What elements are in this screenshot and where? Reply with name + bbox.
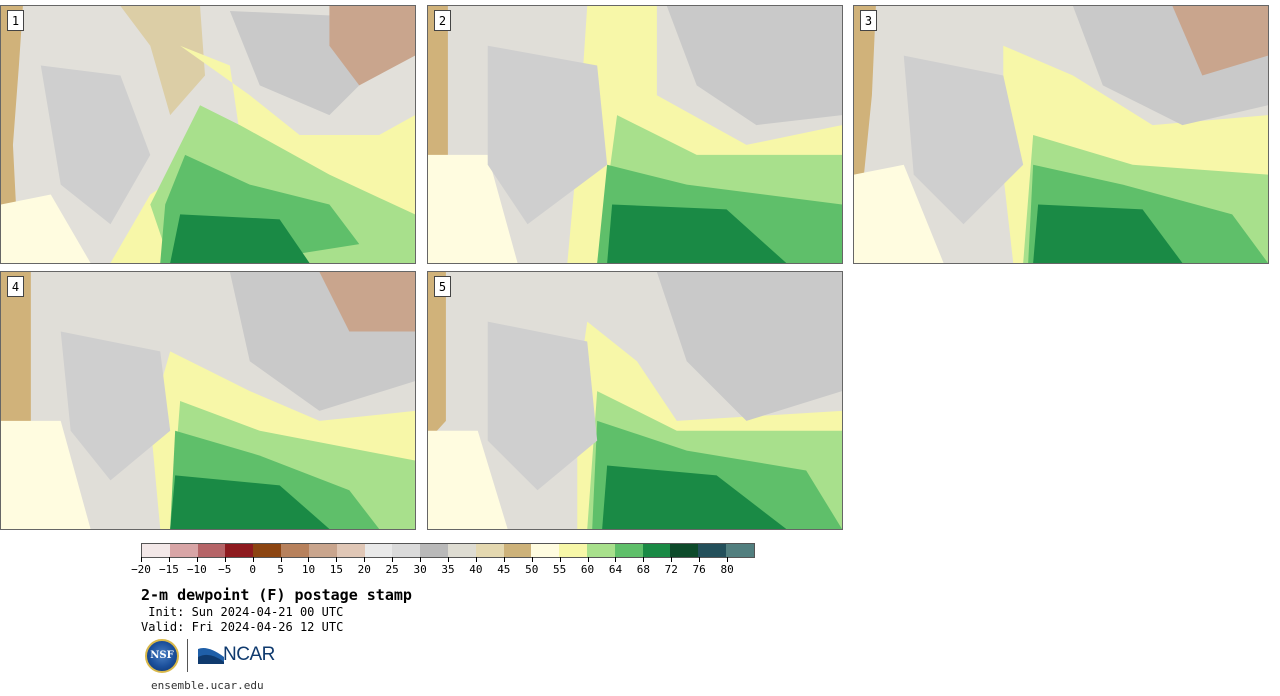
colorbar-segment <box>281 544 309 557</box>
colorbar-tick <box>475 557 477 562</box>
colorbar-tick-label: 25 <box>385 563 399 576</box>
colorbar-tick <box>587 557 589 562</box>
colorbar-tick <box>420 557 422 562</box>
colorbar-tick <box>503 557 505 562</box>
colorbar-segment <box>503 544 532 557</box>
valid-time: Valid: Fri 2024-04-26 12 UTC <box>141 620 344 634</box>
dewpoint-map <box>428 272 842 529</box>
logo-divider <box>187 639 188 672</box>
colorbar-tick-label: 0 <box>249 563 256 576</box>
colorbar-tick-label: 10 <box>301 563 316 576</box>
colorbar-segment <box>392 544 421 557</box>
stamp-number: 2 <box>434 10 451 31</box>
colorbar-segment <box>587 544 615 557</box>
colorbar-tick-label: −5 <box>218 563 232 576</box>
colorbar-tick-label: 35 <box>441 563 455 576</box>
stamp-number: 1 <box>7 10 24 31</box>
colorbar-tick-label: −10 <box>186 563 207 576</box>
colorbar-segment <box>169 544 198 557</box>
colorbar-tick <box>643 557 645 562</box>
stamp-number: 4 <box>7 276 24 297</box>
colorbar-segment <box>614 544 643 557</box>
colorbar-tick <box>699 557 701 562</box>
colorbar-tick <box>196 557 198 562</box>
ncar-mark-icon <box>198 648 224 664</box>
stamp-number: 3 <box>860 10 877 31</box>
colorbar-tick-label: 55 <box>553 563 567 576</box>
colorbar-tick-label: 5 <box>277 563 284 576</box>
colorbar-tick <box>224 557 226 562</box>
dewpoint-map <box>428 6 842 263</box>
colorbar-tick <box>141 557 142 562</box>
colorbar-tick <box>308 557 310 562</box>
ncar-logo-text: NCAR <box>223 644 275 665</box>
colorbar-segment <box>531 544 560 557</box>
colorbar-segment <box>225 544 254 557</box>
colorbar-tick-label: 64 <box>608 563 623 576</box>
map-panel-5: 5 <box>427 271 843 530</box>
colorbar-labels: −20 −15 −10 −5 0 5 10 15 20 25 30 35 40 45 50 55 60 64 68 7… <box>131 563 755 577</box>
colorbar-tick <box>252 557 254 562</box>
colorbar-tick-label: 50 <box>525 563 539 576</box>
colorbar-segment <box>642 544 671 557</box>
colorbar-tick <box>559 557 561 562</box>
init-time: Init: Sun 2024-04-21 00 UTC <box>141 605 344 619</box>
colorbar-segment <box>698 544 727 557</box>
map-panel-1: 1 <box>0 5 416 264</box>
colorbar-tick-label: 15 <box>329 563 343 576</box>
colorbar-tick-label: 60 <box>580 563 595 576</box>
dewpoint-map <box>1 6 415 263</box>
colorbar-tick <box>336 557 338 562</box>
colorbar-tick <box>727 557 729 562</box>
colorbar-tick <box>392 557 394 562</box>
stamp-number: 5 <box>434 276 451 297</box>
map-panel-3: 3 <box>853 5 1269 264</box>
website-url: ensemble.ucar.edu <box>151 679 264 692</box>
colorbar-ticks <box>141 557 755 562</box>
colorbar-tick <box>671 557 673 562</box>
colorbar-tick-label: −15 <box>158 563 179 576</box>
colorbar-segment <box>726 544 754 557</box>
dewpoint-map <box>854 6 1268 263</box>
colorbar-tick <box>280 557 282 562</box>
colorbar-segment <box>559 544 587 557</box>
colorbar-tick <box>615 557 617 562</box>
dewpoint-map <box>1 272 415 529</box>
plot-title: 2-m dewpoint (F) postage stamp <box>141 586 412 604</box>
colorbar-segment <box>308 544 337 557</box>
colorbar-tick-label: 45 <box>497 563 511 576</box>
colorbar-tick-label: 80 <box>720 563 734 576</box>
colorbar-tick-label: 76 <box>692 563 706 576</box>
colorbar-tick <box>531 557 533 562</box>
colorbar-tick <box>364 557 366 562</box>
colorbar-segment <box>447 544 476 557</box>
map-panel-4: 4 <box>0 271 416 530</box>
colorbar-segment <box>670 544 699 557</box>
nsf-logo-text: NSF <box>150 650 174 661</box>
colorbar-tick <box>168 557 170 562</box>
colorbar-segment <box>420 544 448 557</box>
map-panel-2: 2 <box>427 5 843 264</box>
colorbar-tick <box>448 557 449 562</box>
colorbar-segment <box>364 544 393 557</box>
colorbar-segment <box>253 544 282 557</box>
colorbar-tick-label: 72 <box>664 563 678 576</box>
colorbar-tick-label: 68 <box>636 563 650 576</box>
colorbar-tick-label: 40 <box>469 563 483 576</box>
colorbar-tick-label: 30 <box>413 563 427 576</box>
colorbar-segment <box>475 544 504 557</box>
nsf-logo: NSF <box>145 639 179 673</box>
colorbar-tick-label: 20 <box>357 563 371 576</box>
colorbar-segment <box>197 544 226 557</box>
colorbar <box>141 543 755 558</box>
colorbar-segment <box>142 544 170 557</box>
colorbar-segment <box>336 544 365 557</box>
colorbar-tick-label: −20 <box>131 563 151 576</box>
